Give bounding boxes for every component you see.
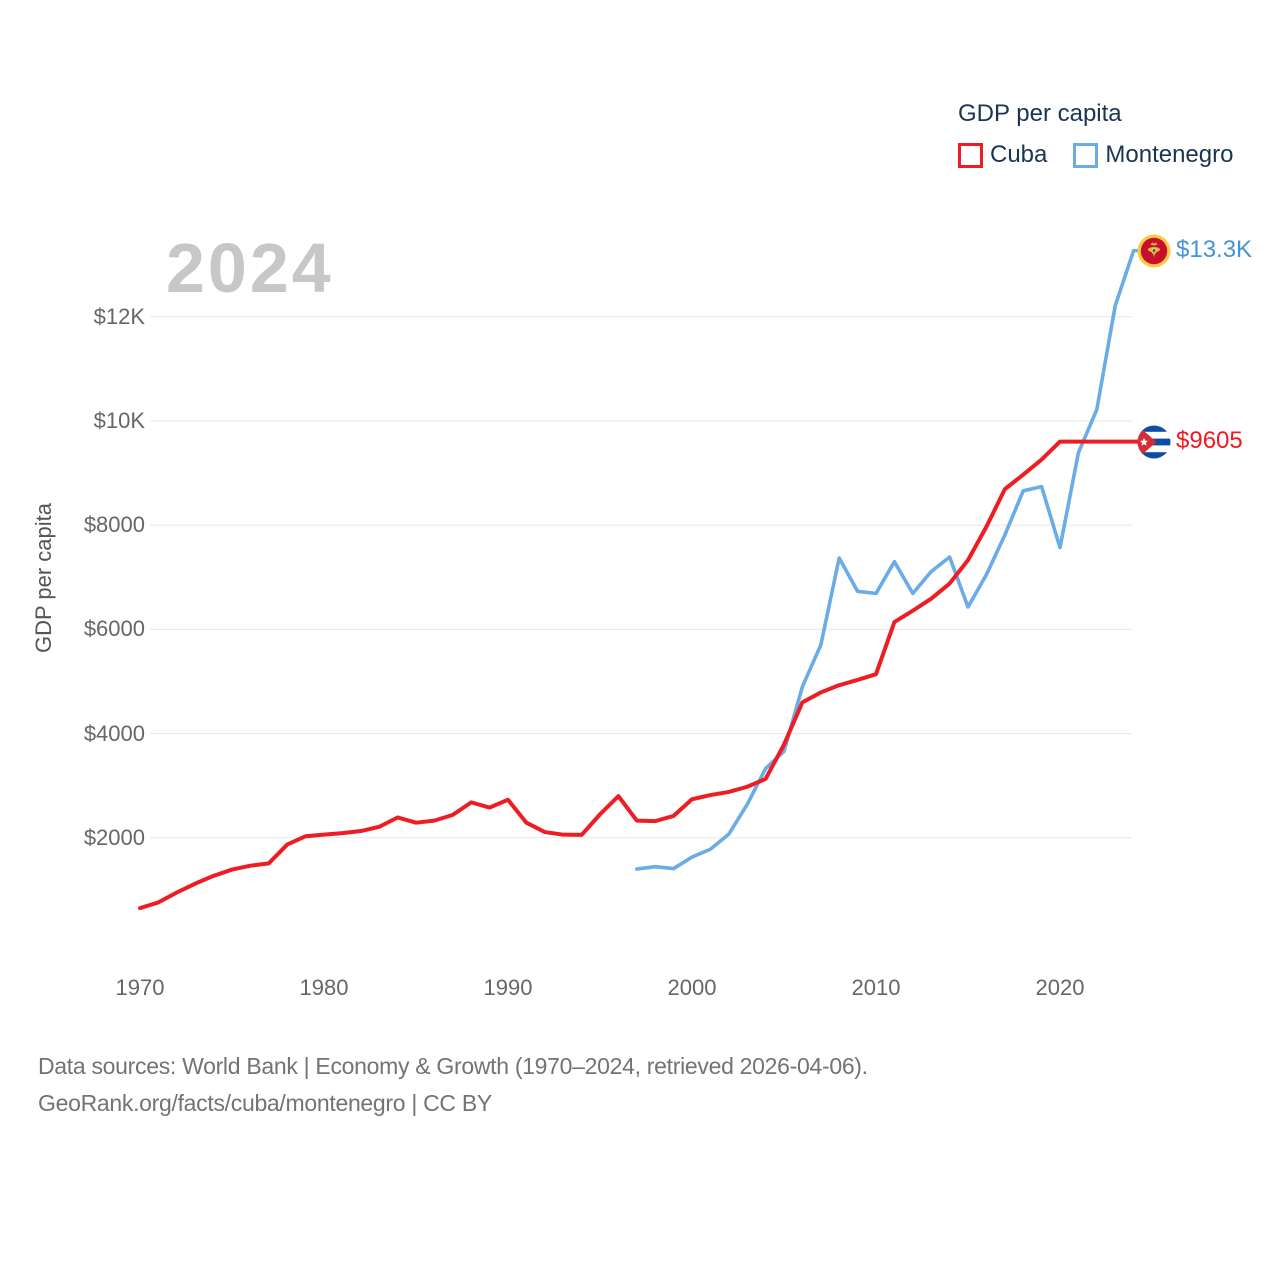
cuba-line: [138, 439, 1149, 911]
y-axis-tick-label: $6000: [83, 616, 145, 642]
x-axis-tick-label: 2020: [1035, 975, 1085, 1000]
x-axis-tick-label: 2010: [851, 975, 901, 1000]
montenegro-series-swatch: [1073, 142, 1099, 168]
y-axis-tick-label: $4000: [83, 720, 145, 746]
legend: GDP per capita Cuba Montenegro: [958, 100, 1233, 169]
legend-title: GDP per capita: [958, 100, 1122, 127]
legend-label-cuba: Cuba: [990, 141, 1048, 168]
y-axis-tick-label: $12K: [93, 303, 145, 329]
legend-items: Cuba Montenegro: [958, 141, 1233, 169]
attribution-footer: Data sources: World Bank | Economy & Gro…: [38, 1048, 868, 1122]
gridlines: [150, 316, 1132, 839]
legend-item-montenegro[interactable]: Montenegro: [1073, 141, 1233, 169]
cuba-value-label: $9605: [1176, 426, 1243, 454]
legend-label-montenegro: Montenegro: [1105, 141, 1234, 168]
y-axis-tick-label: $8000: [83, 512, 145, 538]
data-source-line: Data sources: World Bank | Economy & Gro…: [38, 1053, 868, 1079]
y-axis-tick-label: $10K: [93, 408, 145, 433]
x-axis-tick-label: 2000: [667, 975, 717, 1000]
x-axis-tick-label: 1990: [483, 975, 533, 1000]
x-axis-tick-label: 1980: [299, 975, 349, 1000]
year-watermark: 2024: [166, 229, 334, 307]
y-axis-title: GDP per capita: [31, 502, 56, 654]
cuba-flag-icon: [1137, 425, 1171, 459]
montenegro-value-label: $13.3K: [1176, 235, 1253, 263]
y-axis-tick-label: $2000: [83, 824, 145, 850]
montenegro-flag-icon: [1137, 234, 1171, 268]
montenegro-line: [634, 248, 1149, 871]
legend-item-cuba[interactable]: Cuba: [958, 141, 1047, 169]
x-axis-tick-label: 1970: [115, 975, 165, 1000]
license-line: GeoRank.org/facts/cuba/montenegro | CC B…: [38, 1090, 492, 1116]
cuba-series-swatch: [958, 142, 983, 168]
plot-area: [138, 248, 1149, 911]
